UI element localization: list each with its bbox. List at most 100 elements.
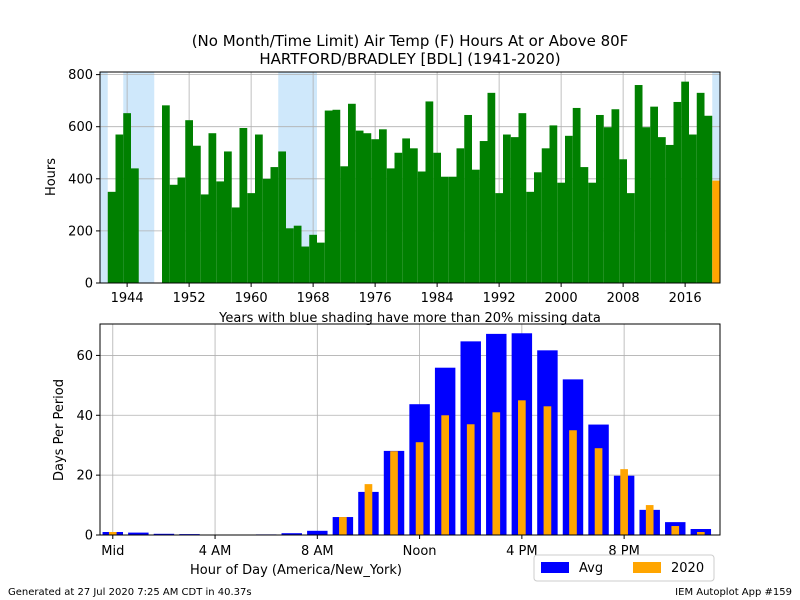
- y-tick-label: 400: [68, 172, 93, 187]
- year-bar: [503, 134, 511, 283]
- avg-bar: [307, 530, 328, 535]
- title-line-1: (No Month/Time Limit) Air Temp (F) Hours…: [192, 32, 629, 50]
- year-bar: [456, 148, 465, 283]
- current-year-hour-bar: [364, 484, 373, 535]
- year-bar: [371, 139, 379, 283]
- year-bar: [627, 193, 635, 283]
- current-year-hour-bar: [543, 406, 552, 535]
- avg-bar: [128, 532, 149, 535]
- year-bar: [588, 182, 596, 283]
- y-tick-label: 20: [76, 469, 93, 484]
- year-bar: [665, 144, 674, 283]
- x-tick-label: 2016: [669, 291, 702, 306]
- year-bar: [534, 172, 542, 283]
- x-tick-label: 2000: [545, 291, 578, 306]
- x-tick-label: 8 AM: [301, 544, 334, 559]
- current-year-bar: [712, 180, 720, 283]
- year-bar: [123, 113, 131, 284]
- year-bar: [239, 128, 248, 283]
- x-tick-label: 4 AM: [199, 544, 232, 559]
- x-tick-label: Mid: [101, 544, 124, 559]
- axis-ticks: 1944 1952 1960 1968 1976 1984 1992 2000 2008 2016…: [68, 68, 702, 306]
- footer-app-id: IEM Autoplot App #159: [675, 587, 792, 598]
- current-year-hour-bar: [390, 451, 398, 535]
- year-bar: [270, 167, 279, 283]
- current-year-hour-bar: [492, 412, 501, 535]
- year-bar: [650, 106, 658, 283]
- year-bar: [107, 191, 116, 283]
- x-tick-label: 4 PM: [506, 544, 537, 559]
- year-bar: [689, 134, 697, 283]
- year-bar: [611, 109, 620, 284]
- year-bar: [572, 107, 581, 283]
- year-bar: [115, 134, 124, 283]
- missing-data-note: Years with blue shading have more than 2…: [218, 311, 601, 326]
- year-bar: [379, 129, 387, 283]
- year-bar: [410, 148, 418, 283]
- year-bar: [704, 115, 713, 283]
- current-year-hour-bar: [339, 517, 347, 535]
- y-tick-label: 600: [68, 120, 93, 135]
- yearly-bars: [107, 81, 720, 284]
- year-bar: [565, 135, 573, 283]
- year-bar: [131, 168, 139, 283]
- year-bar: [580, 167, 589, 283]
- year-bar: [355, 130, 364, 283]
- year-bar: [386, 168, 395, 283]
- current-year-hour-bar: [594, 448, 603, 535]
- y-tick-label: 60: [76, 349, 93, 364]
- current-year-hour-bar: [441, 415, 449, 535]
- footer-generated: Generated at 27 Jul 2020 7:25 AM CDT in …: [8, 587, 252, 598]
- x-tick-label: 1992: [483, 291, 516, 306]
- hourly-bars: [102, 333, 712, 535]
- year-bar: [255, 134, 263, 283]
- year-bar: [658, 137, 666, 283]
- year-bar: [208, 133, 217, 283]
- legend-label-avg: Avg: [579, 561, 603, 576]
- current-year-hour-bar: [569, 430, 577, 535]
- legend-swatch-2020: [633, 562, 661, 573]
- current-year-hour-bar: [696, 532, 705, 535]
- year-bar: [487, 92, 496, 283]
- x-tick-label: 1984: [421, 291, 454, 306]
- year-bar: [510, 137, 519, 283]
- x-tick-label: 2008: [607, 291, 640, 306]
- missing-data-band: [100, 72, 108, 283]
- legend-frame: [533, 554, 715, 582]
- legend: Avg 2020: [533, 554, 715, 582]
- year-bar: [340, 166, 348, 283]
- y-tick-label: 0: [85, 277, 93, 292]
- year-bar: [696, 92, 705, 283]
- year-bar: [324, 110, 333, 283]
- title-line-2: HARTFORD/BRADLEY [BDL] (1941-2020): [259, 50, 560, 68]
- current-year-hour-bar: [620, 469, 628, 535]
- plot-frame: [99, 323, 721, 536]
- yearly-hours-chart: 1944 1952 1960 1968 1976 1984 1992 2000 2008 2016…: [44, 68, 721, 306]
- year-bar: [293, 225, 302, 283]
- year-bar: [541, 148, 550, 283]
- y-tick-label: 40: [76, 409, 93, 424]
- year-bar: [472, 169, 480, 283]
- year-bar: [673, 101, 682, 283]
- year-bar: [394, 152, 403, 283]
- x-tick-label: 1944: [111, 291, 144, 306]
- year-bar: [348, 103, 356, 284]
- year-bar: [441, 176, 449, 283]
- year-bar: [262, 178, 271, 283]
- year-bar: [464, 114, 472, 284]
- year-bar: [642, 127, 651, 283]
- x-tick-label: Noon: [403, 544, 437, 559]
- x-tick-label: 1952: [173, 291, 206, 306]
- year-bar: [200, 194, 209, 283]
- y-tick-label: 200: [68, 224, 93, 239]
- year-bar: [169, 184, 178, 283]
- year-bar: [425, 101, 434, 284]
- current-year-hour-bar: [108, 532, 117, 535]
- year-bar: [495, 193, 503, 283]
- avg-bar: [153, 533, 175, 535]
- x-tick-label: 1960: [235, 291, 268, 306]
- x-tick-label: 1976: [359, 291, 392, 306]
- year-bar: [309, 234, 317, 283]
- legend-swatch-avg: [541, 562, 569, 573]
